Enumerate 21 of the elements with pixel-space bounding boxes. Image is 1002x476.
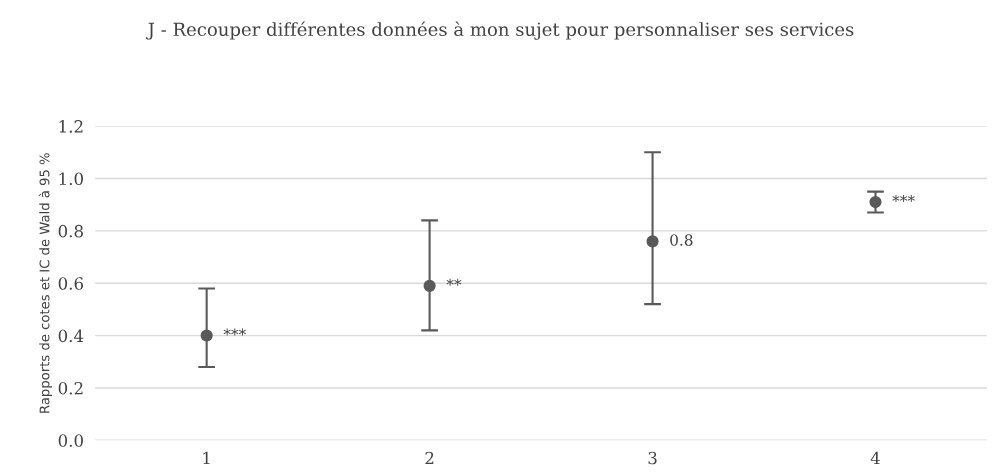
y-tick-label: 0.0	[58, 434, 83, 447]
data-label: ***	[892, 194, 915, 202]
data-label: **	[446, 278, 462, 286]
y-tick-label: 0.8	[58, 224, 83, 238]
y-tick-label: 0.2	[58, 381, 83, 395]
chart-title: J - Recouper différentes données à mon sujet pour personnaliser ses services	[146, 21, 854, 40]
x-tick-label: 4	[870, 451, 880, 465]
y-tick-label: 0.4	[58, 329, 84, 343]
x-tick-label: 1	[203, 451, 210, 465]
y-tick-label: 1.2	[59, 120, 83, 133]
x-tick-label: 2	[425, 451, 434, 465]
point	[200, 329, 213, 342]
x-tick-label: 3	[648, 451, 657, 465]
y-axis-title: Rapports de cotes et IC de Wald à 95 %	[38, 153, 53, 413]
data-label: ***	[223, 328, 246, 336]
point	[423, 279, 436, 292]
point	[869, 195, 882, 209]
y-tick-label: 1.0	[59, 172, 83, 186]
y-tick-label: 0.6	[58, 277, 84, 290]
data-label: 0.8	[670, 234, 693, 246]
point	[646, 235, 659, 248]
